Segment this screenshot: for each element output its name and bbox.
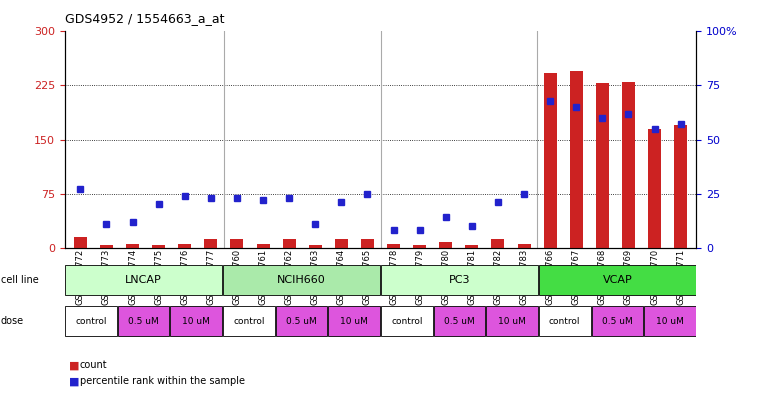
Text: LNCAP: LNCAP [126, 275, 162, 285]
Text: 0.5 uM: 0.5 uM [444, 317, 475, 326]
Text: control: control [233, 317, 265, 326]
Bar [543, 72, 557, 248]
Text: ■: ■ [68, 360, 79, 371]
Text: 10 uM: 10 uM [498, 317, 526, 326]
Text: 10 uM: 10 uM [656, 317, 684, 326]
Text: 0.5 uM: 0.5 uM [286, 317, 317, 326]
Bar [387, 244, 400, 248]
Bar [170, 306, 222, 336]
Bar [486, 306, 538, 336]
Text: control: control [391, 317, 422, 326]
Text: 10 uM: 10 uM [183, 317, 210, 326]
Bar [622, 82, 635, 248]
Bar [223, 265, 380, 295]
Bar [674, 125, 687, 248]
Bar [65, 265, 222, 295]
Bar [591, 306, 643, 336]
Bar [329, 306, 380, 336]
Bar [100, 245, 113, 248]
Bar [282, 239, 296, 248]
Text: control: control [75, 317, 107, 326]
Text: cell line: cell line [1, 275, 39, 285]
Text: count: count [80, 360, 107, 371]
Bar [539, 265, 696, 295]
Bar [413, 245, 426, 248]
Bar [439, 242, 452, 248]
Bar [517, 244, 530, 248]
Bar [381, 265, 538, 295]
Bar [256, 244, 269, 248]
Text: 0.5 uM: 0.5 uM [129, 317, 159, 326]
Bar [335, 239, 348, 248]
Bar [465, 245, 479, 248]
Bar [126, 244, 139, 248]
Text: ■: ■ [68, 376, 79, 386]
Text: NCIH660: NCIH660 [277, 275, 326, 285]
Text: VCAP: VCAP [603, 275, 632, 285]
Bar [539, 306, 591, 336]
Bar [596, 83, 609, 248]
Bar [118, 306, 170, 336]
Bar [65, 306, 116, 336]
Bar [570, 71, 583, 248]
Bar [152, 245, 165, 248]
Bar [223, 306, 275, 336]
Bar [381, 306, 432, 336]
Text: 10 uM: 10 uM [340, 317, 368, 326]
Bar [204, 239, 218, 248]
Bar [231, 239, 244, 248]
Text: control: control [549, 317, 581, 326]
Bar [361, 239, 374, 248]
Bar [434, 306, 486, 336]
Bar [275, 306, 327, 336]
Text: PC3: PC3 [449, 275, 470, 285]
Text: dose: dose [1, 316, 24, 326]
Text: GDS4952 / 1554663_a_at: GDS4952 / 1554663_a_at [65, 12, 224, 25]
Bar [74, 237, 87, 248]
Text: percentile rank within the sample: percentile rank within the sample [80, 376, 245, 386]
Bar [645, 306, 696, 336]
Bar [492, 239, 505, 248]
Bar [178, 244, 191, 248]
Bar [648, 129, 661, 248]
Bar [309, 245, 322, 248]
Text: 0.5 uM: 0.5 uM [602, 317, 632, 326]
